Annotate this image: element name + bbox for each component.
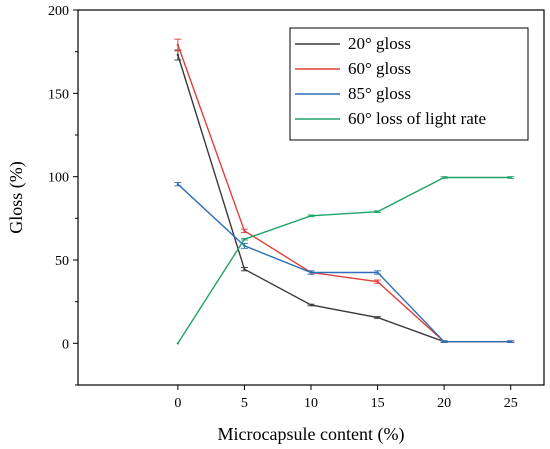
data-point [243, 229, 246, 233]
data-point [309, 303, 313, 307]
data-point [176, 342, 180, 345]
legend-label: 85° gloss [348, 84, 411, 103]
series [174, 182, 515, 343]
data-point [376, 271, 379, 274]
data-point [442, 340, 446, 343]
y-tick-label: 0 [62, 337, 69, 352]
x-tick-label: 5 [241, 396, 248, 411]
data-point [509, 176, 512, 179]
data-point [176, 182, 180, 186]
legend-label: 60° loss of light rate [348, 109, 486, 128]
x-tick-label: 20 [437, 396, 451, 411]
data-point [309, 214, 313, 218]
series-layer [174, 38, 515, 345]
data-point [243, 244, 246, 248]
y-tick-label: 100 [48, 171, 69, 186]
x-tick-label: 0 [174, 396, 181, 411]
data-point [176, 43, 180, 47]
data-point [243, 267, 246, 271]
y-axis-label: Gloss (%) [6, 161, 27, 234]
legend-label: 20° gloss [348, 34, 411, 53]
x-tick-label: 25 [504, 396, 518, 411]
legend-label: 60° gloss [348, 59, 411, 78]
data-point [376, 316, 379, 319]
series [176, 176, 515, 345]
x-tick-label: 15 [371, 396, 385, 411]
axes: 0 5 10 15 20 25 0 50 100 150 200 [48, 4, 545, 411]
legend-box [289, 27, 529, 141]
data-point [376, 210, 379, 213]
data-point [309, 271, 313, 274]
y-tick-label: 50 [55, 254, 69, 269]
series-line [177, 183, 511, 343]
legend: 20° gloss 60° gloss 85° gloss 60° loss of l… [289, 27, 529, 141]
y-tick-label: 150 [48, 87, 69, 102]
series-line [177, 176, 511, 344]
x-tick-label: 10 [304, 396, 318, 411]
x-axis-label: Microcapsule content (%) [218, 424, 405, 445]
data-point [376, 280, 379, 283]
y-tick-label: 200 [48, 4, 69, 19]
data-point [243, 237, 246, 241]
data-point [509, 340, 512, 343]
data-point [442, 176, 446, 179]
data-point [176, 53, 180, 57]
